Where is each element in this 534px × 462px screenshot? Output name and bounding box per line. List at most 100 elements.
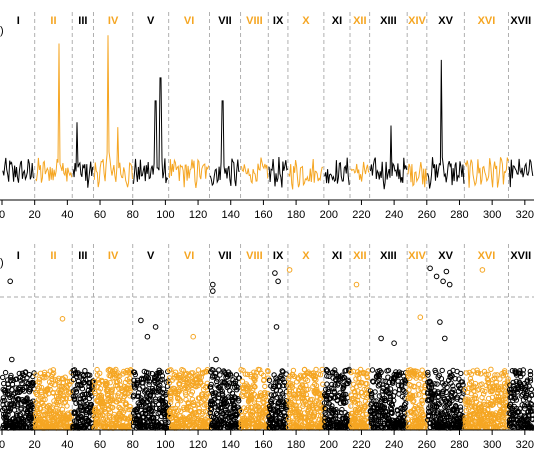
data-point <box>2 369 9 376</box>
data-point <box>503 372 509 378</box>
data-point <box>107 397 114 404</box>
points-xvii <box>506 367 534 431</box>
chromosome-label: XIII <box>380 15 397 27</box>
data-point <box>324 373 330 379</box>
data-point <box>19 380 25 387</box>
data-point <box>348 403 354 409</box>
data-point <box>11 402 18 408</box>
points-x <box>285 366 327 431</box>
data-point <box>523 392 529 398</box>
data-point <box>107 380 113 386</box>
data-point <box>277 398 283 404</box>
data-point <box>244 412 251 418</box>
data-point <box>88 401 95 408</box>
data-point <box>324 368 331 374</box>
outlier-point <box>433 273 440 280</box>
chromosome-label: XIV <box>408 15 426 27</box>
points-ix <box>266 368 290 431</box>
data-point <box>357 401 363 407</box>
outlier-point <box>210 281 216 288</box>
data-point <box>165 419 171 425</box>
series-line-xvii <box>508 158 534 188</box>
data-point <box>478 371 484 377</box>
data-point <box>527 368 533 375</box>
data-point <box>387 394 394 400</box>
data-point <box>219 388 226 395</box>
data-point <box>248 396 255 403</box>
data-point <box>126 406 132 413</box>
data-point <box>378 369 384 375</box>
data-point <box>517 406 523 412</box>
data-point <box>399 384 405 390</box>
data-point <box>150 402 156 408</box>
data-point <box>481 399 487 405</box>
data-point <box>334 409 341 415</box>
data-point <box>325 386 331 392</box>
data-point <box>372 389 378 395</box>
data-point <box>474 367 480 373</box>
data-point <box>520 367 526 373</box>
data-point <box>239 378 246 384</box>
data-point <box>449 373 455 379</box>
data-point <box>413 392 419 398</box>
data-point <box>113 366 119 373</box>
data-point <box>356 375 362 382</box>
data-point <box>67 389 74 395</box>
data-point <box>528 401 534 407</box>
data-point <box>359 379 365 386</box>
chromosome-label: IV <box>108 250 119 262</box>
data-point <box>160 386 167 392</box>
outlier-point <box>417 314 424 321</box>
data-point <box>419 400 425 406</box>
x-tick-label: 20 <box>29 209 41 221</box>
data-point <box>186 386 192 392</box>
data-point <box>217 372 223 378</box>
x-tick-label: 320 <box>516 209 534 221</box>
data-point <box>214 412 221 418</box>
data-point <box>376 393 383 399</box>
data-point <box>234 383 240 390</box>
outlier-point <box>210 288 216 294</box>
data-point <box>457 385 463 391</box>
data-point <box>286 376 292 382</box>
data-point <box>236 398 242 404</box>
data-point <box>174 402 181 408</box>
x-tick-label: 120 <box>189 209 207 221</box>
data-point <box>159 373 166 379</box>
data-point <box>301 397 308 403</box>
data-point <box>472 393 478 399</box>
outlier-point <box>213 356 219 363</box>
data-point <box>240 393 246 400</box>
data-point <box>283 402 289 409</box>
data-point <box>292 387 299 393</box>
x-tick-label: 140 <box>222 209 240 221</box>
data-point <box>262 391 268 397</box>
data-point <box>127 387 133 394</box>
chromosome-label: VII <box>218 250 231 262</box>
data-point <box>385 390 391 396</box>
data-point <box>72 409 78 415</box>
x-tick-label: 180 <box>287 209 305 221</box>
data-point <box>109 386 116 392</box>
data-point <box>49 371 56 378</box>
data-point <box>305 386 311 392</box>
data-point <box>389 409 395 416</box>
x-tick-label: 300 <box>483 209 501 221</box>
series-line-xii <box>350 161 370 182</box>
data-point <box>346 379 352 385</box>
data-point <box>364 374 371 381</box>
data-point <box>115 370 121 376</box>
series-line-xvi <box>464 157 509 188</box>
chromosome-label: XVI <box>478 15 496 27</box>
chromosome-label: I <box>17 250 20 262</box>
outlier-point <box>440 278 446 285</box>
data-point <box>324 381 330 387</box>
data-point <box>127 403 133 410</box>
data-point <box>195 379 201 385</box>
x-tick-label: 200 <box>320 209 338 221</box>
data-point <box>162 399 169 405</box>
data-point <box>262 383 268 390</box>
outlier-point <box>353 281 360 288</box>
chromosome-label: XVI <box>478 250 496 262</box>
data-point <box>0 374 6 381</box>
